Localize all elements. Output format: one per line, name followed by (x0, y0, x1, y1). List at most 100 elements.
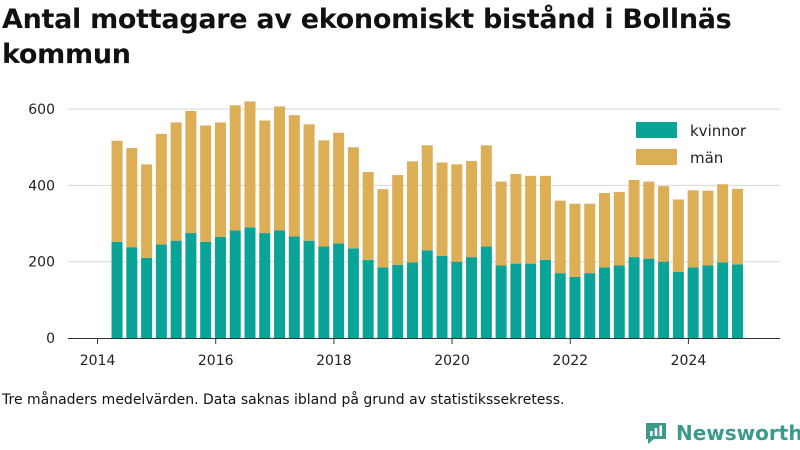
bar-kvinnor (628, 257, 640, 338)
bar-kvinnor (554, 273, 566, 338)
bar-kvinnor (731, 264, 743, 338)
bar-kvinnor (392, 264, 404, 338)
bar-kvinnor (658, 261, 670, 338)
bar-kvinnor (717, 262, 729, 338)
bar-kvinnor (599, 267, 611, 338)
bar-man (155, 133, 167, 245)
bar-man (421, 145, 433, 251)
y-tick-label: 0 (46, 331, 55, 347)
bar-kvinnor (229, 230, 241, 338)
bar-man (274, 106, 286, 231)
bar-man (170, 122, 182, 241)
bar-man (643, 181, 655, 259)
bar-man (200, 125, 212, 242)
x-tick-label: 2018 (316, 353, 352, 369)
chart-title: Antal mottagare av ekonomiskt bistånd i … (2, 4, 732, 70)
bar-kvinnor (111, 241, 123, 338)
bar-man (628, 180, 640, 258)
x-tick-label: 2022 (552, 353, 588, 369)
bar-man (318, 140, 330, 247)
bar-kvinnor (687, 267, 699, 338)
bar-kvinnor (318, 246, 330, 338)
legend-swatch-män (636, 149, 677, 165)
bar-kvinnor (495, 265, 507, 338)
bar-man (672, 199, 684, 272)
bar-man (185, 110, 197, 234)
newsworthy-brand-name: Newsworthy (676, 421, 800, 445)
bar-man (451, 164, 463, 262)
bar-man (658, 186, 670, 262)
bars (111, 101, 743, 338)
bar-kvinnor (288, 236, 300, 338)
bar-man (126, 147, 138, 248)
newsworthy-logo-icon (646, 423, 666, 444)
bar-man (347, 147, 359, 249)
bar-man (377, 189, 389, 268)
bar-man (303, 124, 315, 241)
bar-kvinnor (185, 233, 197, 338)
bar-man (702, 190, 714, 266)
bar-man (244, 101, 256, 228)
bar-man (333, 132, 345, 244)
legend-label-män: män (690, 149, 723, 167)
bar-man (599, 193, 611, 268)
bar-kvinnor (274, 230, 286, 338)
x-tick-label: 2014 (80, 353, 116, 369)
bar-kvinnor (643, 258, 655, 338)
footnote: Tre månaders medelvärden. Data saknas ib… (2, 392, 565, 408)
bar-man (525, 175, 537, 264)
bar-kvinnor (480, 246, 492, 338)
bar-man (229, 105, 241, 231)
bar-kvinnor (584, 273, 596, 338)
stacked-bar-chart: 0 200 400 600 2014 2016 2018 2020 2022 2024 kvin… (28, 101, 780, 369)
bar-kvinnor (244, 227, 256, 338)
bar-man (436, 162, 448, 256)
bar-kvinnor (200, 241, 212, 338)
y-tick-label: 200 (28, 255, 55, 271)
bar-kvinnor (377, 267, 389, 338)
bar-man (569, 203, 581, 277)
bar-kvinnor (569, 276, 581, 338)
newsworthy-brand[interactable]: Newsworthy (644, 420, 800, 446)
y-axis-ticks: 0 200 400 600 (28, 102, 55, 347)
bar-man (510, 173, 522, 264)
bar-man (613, 191, 625, 266)
bar-man (141, 164, 153, 258)
x-axis: 2014 2016 2018 2020 2022 2024 (68, 338, 780, 369)
bar-kvinnor (451, 261, 463, 338)
bar-man (406, 161, 418, 263)
bar-kvinnor (347, 248, 359, 338)
bar-kvinnor (141, 257, 153, 338)
bar-kvinnor (303, 240, 315, 338)
bar-man (214, 122, 226, 237)
bar-man (539, 175, 551, 260)
legend-label-kvinnor: kvinnor (690, 122, 747, 140)
bar-kvinnor (362, 259, 374, 338)
y-tick-label: 400 (28, 178, 55, 194)
bar-man (495, 181, 507, 266)
bar-man (259, 120, 271, 234)
bar-kvinnor (421, 250, 433, 338)
bar-kvinnor (539, 259, 551, 338)
legend-swatch-kvinnor (636, 122, 677, 138)
bar-man (480, 145, 492, 247)
bar-man (466, 160, 478, 258)
y-tick-label: 600 (28, 102, 55, 118)
bar-kvinnor (126, 247, 138, 338)
bar-kvinnor (672, 271, 684, 338)
bar-man (584, 203, 596, 274)
bar-kvinnor (170, 240, 182, 338)
bar-man (554, 200, 566, 274)
bar-kvinnor (466, 257, 478, 338)
bar-kvinnor (510, 263, 522, 338)
bar-man (687, 190, 699, 268)
legend: kvinnor män (636, 122, 747, 167)
bar-kvinnor (702, 265, 714, 338)
bar-kvinnor (259, 233, 271, 338)
bar-kvinnor (436, 255, 448, 338)
bar-man (288, 115, 300, 237)
x-tick-label: 2016 (198, 353, 234, 369)
bar-man (392, 175, 404, 265)
bar-man (717, 184, 729, 263)
bar-kvinnor (333, 243, 345, 338)
